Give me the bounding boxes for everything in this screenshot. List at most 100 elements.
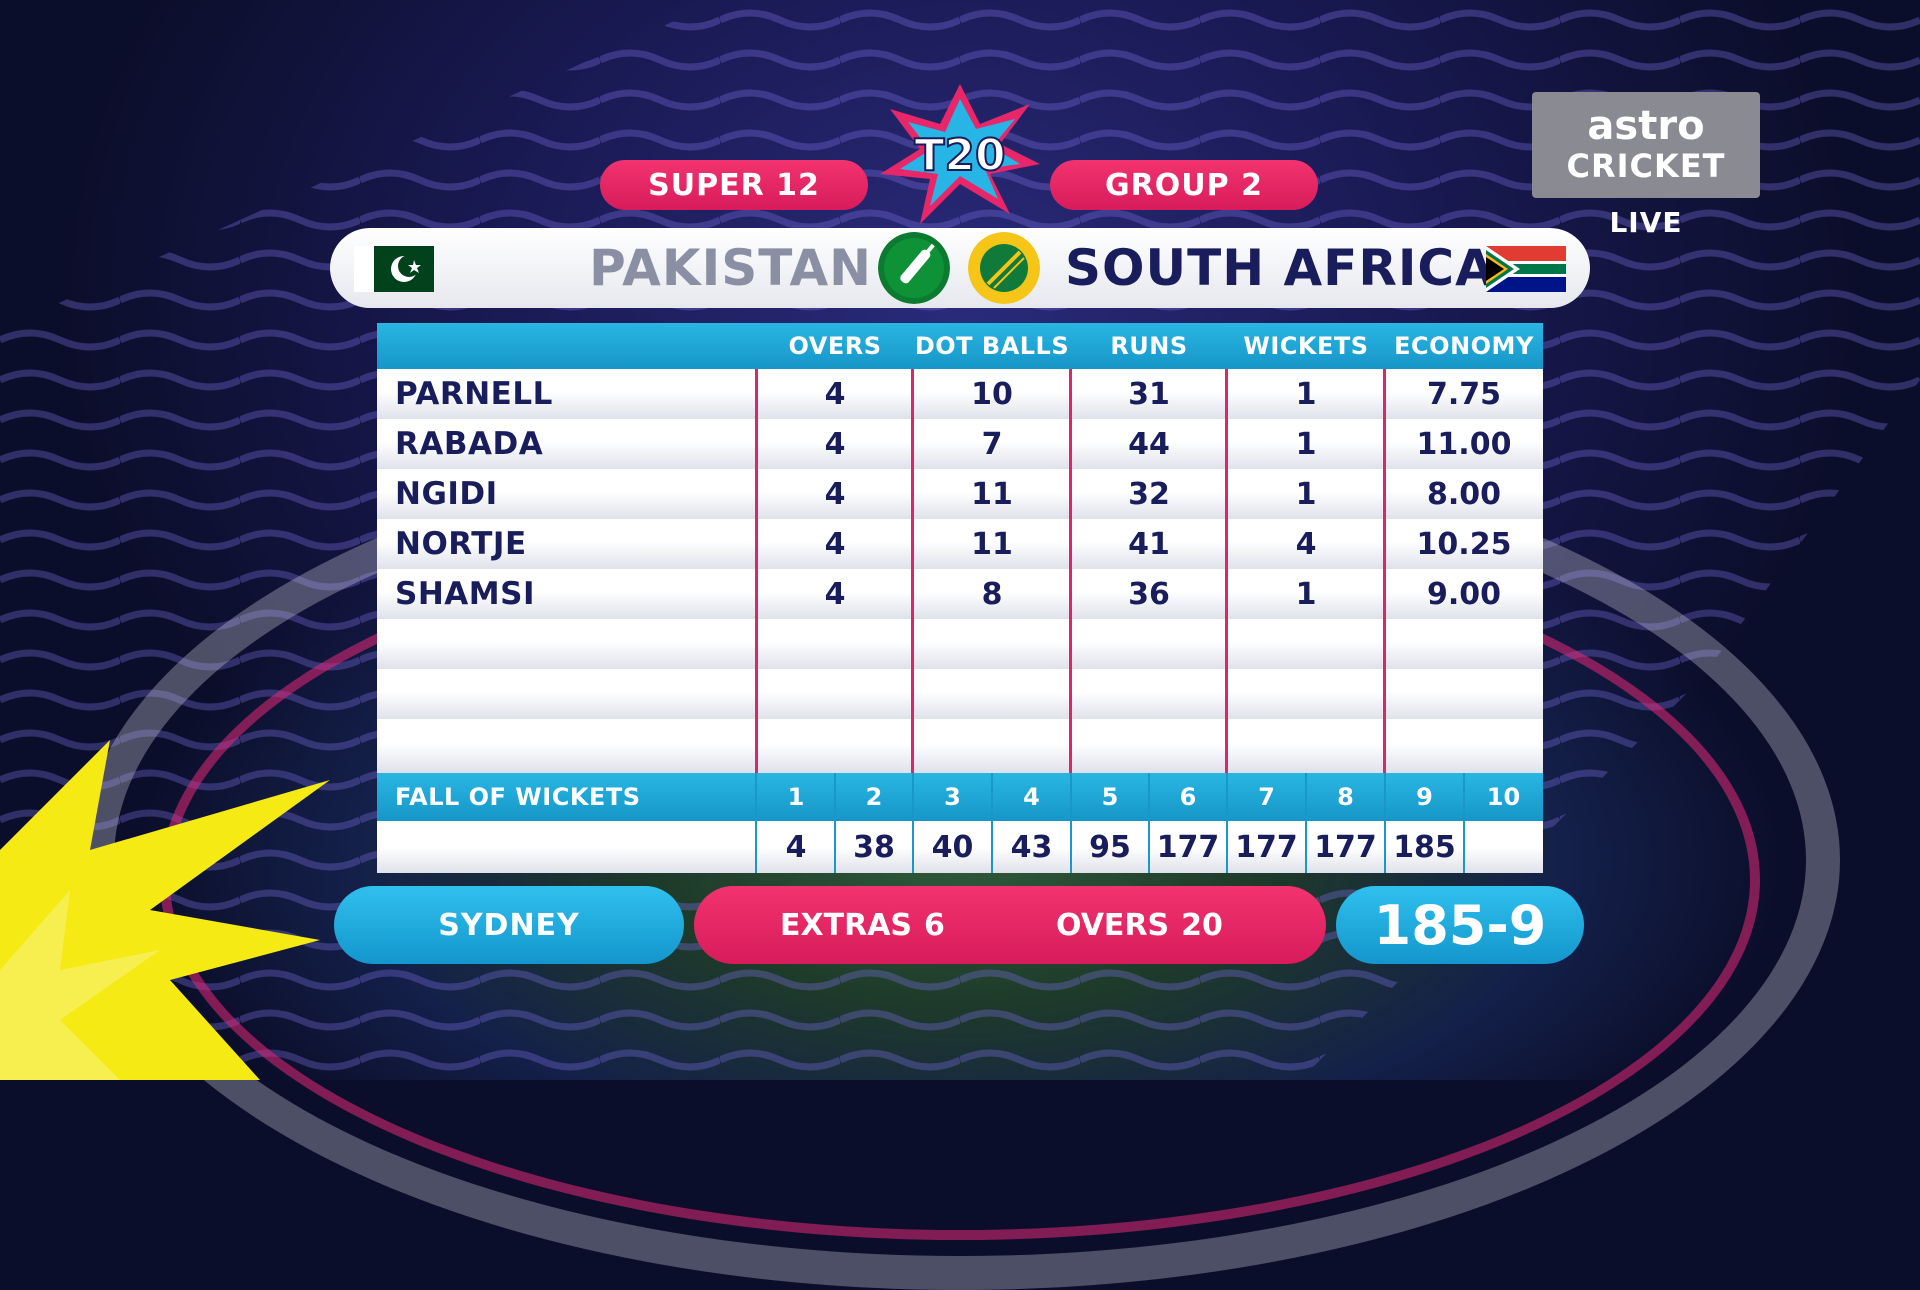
dot-balls-value: 11 [971, 526, 1013, 562]
table-row-empty [377, 719, 1543, 773]
overs-value: 4 [824, 476, 846, 512]
column-divider [1069, 369, 1072, 773]
wicket-score: 95 [1089, 829, 1131, 865]
logo-text: T20 [914, 130, 1005, 181]
wicket-number: 1 [787, 783, 805, 811]
extras-value: 6 [924, 907, 945, 943]
fow-divider [1226, 773, 1228, 873]
runs-value: 41 [1128, 526, 1170, 562]
column-divider [1383, 369, 1386, 773]
wicket-score: 40 [931, 829, 974, 865]
venue-pill: SYDNEY [334, 886, 684, 964]
bat-icon [878, 232, 950, 304]
economy-value: 7.75 [1426, 376, 1502, 412]
fall-of-wickets-label: FALL OF WICKETS [395, 783, 641, 811]
economy-value: 8.00 [1426, 476, 1502, 512]
economy-value: 11.00 [1416, 426, 1512, 462]
column-divider [911, 369, 914, 773]
group-label: GROUP 2 [1105, 167, 1263, 203]
economy-value: 10.25 [1416, 526, 1512, 562]
bowler-name: SHAMSI [395, 576, 535, 612]
overs-value: 4 [824, 426, 846, 462]
wicket-score: 4 [785, 829, 807, 865]
extras-group: EXTRAS 6 [780, 886, 945, 964]
dot-balls-value: 8 [981, 576, 1003, 612]
stage-label: SUPER 12 [648, 167, 820, 203]
table-row: NGIDI 4 11 32 1 8.00 [377, 469, 1543, 519]
extras-label: EXTRAS [780, 907, 913, 943]
stage-pill: SUPER 12 [600, 160, 868, 210]
bowling-team-name: SOUTH AFRICA [1065, 239, 1495, 297]
wicket-number: 2 [865, 783, 883, 811]
bowler-name: RABADA [395, 426, 544, 462]
total-score: 185-9 [1373, 893, 1547, 957]
economy-value: 9.00 [1426, 576, 1502, 612]
overs-group: OVERS 20 [1056, 886, 1223, 964]
column-divider [1225, 369, 1228, 773]
fow-divider [1305, 773, 1307, 873]
runs-value: 44 [1128, 426, 1170, 462]
col-header-runs: RUNS [1110, 332, 1188, 360]
column-divider [755, 369, 758, 773]
wicket-score: 43 [1010, 829, 1053, 865]
bowler-name: PARNELL [395, 376, 553, 412]
wicket-number: 9 [1416, 783, 1433, 811]
wicket-score [1464, 821, 1543, 873]
wicket-number: 4 [1023, 783, 1040, 811]
overs-value: 4 [824, 526, 846, 562]
fow-divider [755, 773, 757, 873]
wicket-number: 6 [1179, 783, 1197, 811]
broadcaster-logo: astro CRICKET [1532, 92, 1760, 198]
broadcaster-channel: CRICKET [1566, 147, 1726, 185]
table-row: RABADA 4 7 44 1 11.00 [377, 419, 1543, 469]
t20-world-cup-logo: T20 [880, 84, 1040, 224]
wickets-value: 4 [1295, 526, 1317, 562]
wicket-number: 5 [1101, 783, 1119, 811]
dot-balls-value: 7 [981, 426, 1003, 462]
table-header-row: OVERS DOT BALLS RUNS WICKETS ECONOMY [377, 323, 1543, 369]
bowler-name: NORTJE [395, 526, 527, 562]
col-header-overs: OVERS [788, 332, 882, 360]
total-score-pill: 185-9 [1336, 886, 1584, 964]
overs-value: 4 [824, 576, 846, 612]
table-row: SHAMSI 4 8 36 1 9.00 [377, 569, 1543, 619]
venue-label: SYDNEY [438, 907, 580, 943]
fow-divider [1070, 773, 1072, 873]
wicket-score: 177 [1156, 829, 1220, 865]
wicket-score: 177 [1235, 829, 1298, 865]
wickets-value: 1 [1295, 576, 1317, 612]
runs-value: 36 [1128, 576, 1170, 612]
wicket-score: 185 [1393, 829, 1456, 865]
runs-value: 31 [1128, 376, 1170, 412]
wicket-number: 7 [1258, 783, 1275, 811]
wicket-number: 10 [1486, 783, 1521, 811]
wicket-number: 3 [944, 783, 961, 811]
fow-divider [1384, 773, 1386, 873]
wicket-number: 8 [1337, 783, 1354, 811]
yellow-burst-graphic [0, 740, 330, 1080]
wickets-value: 1 [1295, 476, 1317, 512]
fow-divider [912, 773, 914, 873]
dot-balls-value: 10 [971, 376, 1013, 412]
fow-divider [834, 773, 836, 873]
fall-of-wickets-header: FALL OF WICKETS 1 2 3 4 5 6 7 8 9 10 [377, 773, 1543, 821]
pakistan-flag-icon [354, 246, 434, 292]
group-pill: GROUP 2 [1050, 160, 1318, 210]
bowling-figures-table: OVERS DOT BALLS RUNS WICKETS ECONOMY PAR… [377, 323, 1543, 873]
batting-team-name: PAKISTAN [589, 239, 872, 297]
fow-divider [1148, 773, 1150, 873]
teams-bar: PAKISTAN SOUTH AFRICA [330, 228, 1590, 308]
broadcaster-name: astro [1587, 103, 1705, 149]
table-row: NORTJE 4 11 41 4 10.25 [377, 519, 1543, 569]
fow-divider [1463, 773, 1465, 873]
overs-label: OVERS [1056, 907, 1170, 943]
wickets-value: 1 [1295, 426, 1317, 462]
col-header-wickets: WICKETS [1243, 332, 1369, 360]
ball-icon [968, 232, 1040, 304]
dot-balls-value: 11 [971, 476, 1013, 512]
col-header-dot-balls: DOT BALLS [914, 332, 1070, 360]
wicket-score: 177 [1314, 829, 1377, 865]
bowler-name: NGIDI [395, 476, 498, 512]
wickets-value: 1 [1295, 376, 1317, 412]
runs-value: 32 [1128, 476, 1170, 512]
